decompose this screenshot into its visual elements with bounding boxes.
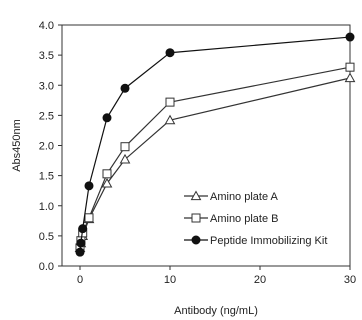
data-point <box>165 97 175 107</box>
chart-axes: 0.0 0.5 1.0 1.5 2.0 2.5 3.0 3.5 4.0 0 10 20 30 <box>39 20 356 286</box>
data-point <box>345 32 355 42</box>
y-tick-label: 3.5 <box>39 50 54 62</box>
data-point <box>76 238 86 248</box>
legend-item: Peptide Immobilizing Kit <box>184 235 327 247</box>
x-tick-label: 0 <box>77 274 83 286</box>
y-tick-label: 4.0 <box>39 20 54 32</box>
series-3 <box>75 32 355 257</box>
x-axis-title: Antibody (ng/mL) <box>174 305 258 317</box>
data-point <box>102 113 112 123</box>
y-tick-label: 2.5 <box>39 110 54 122</box>
data-point <box>75 247 85 257</box>
legend-label: Peptide Immobilizing Kit <box>210 235 327 247</box>
legend-label: Amino plate A <box>210 191 279 203</box>
chart-legend: Amino plate A Amino plate B Peptide Immobi… <box>184 190 327 247</box>
data-point <box>345 62 355 72</box>
data-point <box>101 177 113 188</box>
data-point <box>164 114 176 125</box>
y-tick-label: 1.5 <box>39 171 54 183</box>
y-tick-label: 2.0 <box>39 141 54 153</box>
data-point <box>344 72 356 83</box>
legend-item: Amino plate B <box>184 213 278 225</box>
chart-series <box>74 32 356 257</box>
data-point <box>78 224 88 234</box>
data-point <box>120 142 130 152</box>
legend-item: Amino plate A <box>184 190 279 203</box>
data-point <box>120 83 130 93</box>
legend-marker <box>190 190 202 201</box>
x-tick-label: 20 <box>254 274 266 286</box>
data-point <box>165 48 175 58</box>
y-tick-label: 3.0 <box>39 80 54 92</box>
x-tick-label: 30 <box>344 274 356 286</box>
y-tick-label: 0.5 <box>39 231 54 243</box>
x-tick-label: 10 <box>164 274 176 286</box>
data-point <box>119 153 131 164</box>
data-point <box>102 169 112 179</box>
legend-marker <box>191 235 201 245</box>
y-axis-title: Abs450nm <box>11 119 23 172</box>
data-point <box>84 181 94 191</box>
y-tick-label: 1.0 <box>39 201 54 213</box>
y-tick-label: 0.0 <box>39 261 54 273</box>
data-point <box>84 213 94 223</box>
legend-marker <box>191 213 201 223</box>
legend-label: Amino plate B <box>210 213 278 225</box>
